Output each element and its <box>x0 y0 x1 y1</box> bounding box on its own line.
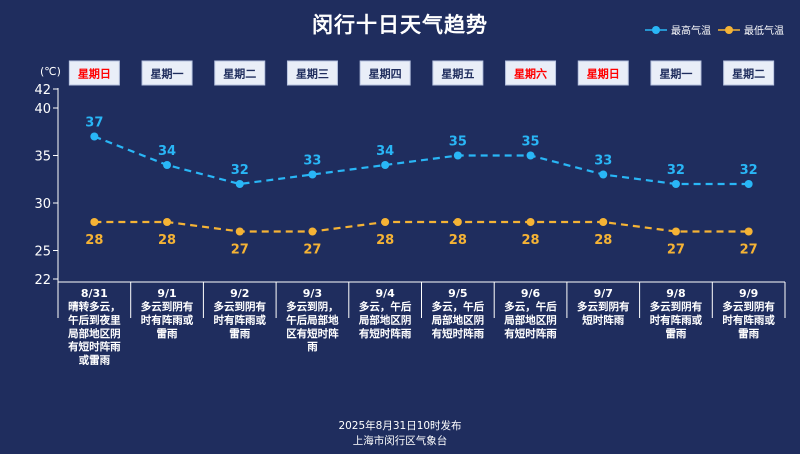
weekday-box <box>359 60 411 86</box>
data-point <box>90 132 99 141</box>
data-point <box>526 218 535 226</box>
data-point <box>744 227 753 236</box>
weather-description: 多云到阴有时有阵雨或雷雨 <box>722 300 775 340</box>
data-label: 28 <box>449 233 467 248</box>
weather-description: 多云到阴有短时阵雨 <box>577 300 630 326</box>
data-point <box>671 227 680 236</box>
weather-description: 多云，午后局部地区阴有短时阵雨 <box>503 300 557 340</box>
data-point <box>235 180 244 188</box>
weekday-label: 星期四 <box>369 67 402 81</box>
data-label: 28 <box>376 233 394 248</box>
data-label: 33 <box>594 154 612 169</box>
data-label: 35 <box>449 135 467 150</box>
weather-description: 晴转多云，午后到夜里局部地区阴有短时阵雨或雷雨 <box>67 300 121 367</box>
y-tick-label: 30 <box>34 197 51 212</box>
data-point <box>599 170 608 179</box>
data-point <box>744 180 753 188</box>
weekday-box <box>650 60 702 86</box>
data-point <box>599 218 608 226</box>
y-tick-label: 35 <box>34 150 51 165</box>
data-label: 32 <box>667 163 685 178</box>
weekday-box <box>68 60 120 86</box>
series-line-low <box>94 220 749 233</box>
weekday-box <box>141 60 193 86</box>
y-tick-label: 25 <box>34 245 51 260</box>
publish-time: 2025年8月31日10时发布 <box>338 420 462 432</box>
data-label: 33 <box>303 154 321 169</box>
weekday-box <box>214 60 266 86</box>
data-point <box>90 218 99 226</box>
weather-description: 多云到阴有时有阵雨或雷雨 <box>650 300 703 340</box>
date-label: 8/31 <box>81 287 108 300</box>
data-label: 27 <box>231 243 249 258</box>
chart-title: 闵行十日天气趋势 <box>312 13 488 37</box>
weekday-label: 星期一 <box>659 67 692 81</box>
data-label: 28 <box>594 233 612 248</box>
legend-marker <box>652 26 660 34</box>
weather-description: 多云到阴有时有阵雨或雷雨 <box>141 300 194 340</box>
data-point <box>163 218 172 226</box>
weather-description: 多云到阴有时有阵雨或雷雨 <box>214 300 267 340</box>
date-label: 9/5 <box>448 287 467 300</box>
data-label: 34 <box>376 144 394 159</box>
date-label: 9/6 <box>521 287 541 300</box>
weekday-box <box>723 60 775 86</box>
data-label: 34 <box>158 144 176 159</box>
weather-description: 多云到阴，午后局部地区有短时阵雨 <box>286 300 339 353</box>
footer: 2025年8月31日10时发布 上海市闵行区气象台 <box>0 419 800 449</box>
data-point <box>235 227 244 236</box>
legend-label: 最低气温 <box>744 24 784 37</box>
data-label: 32 <box>740 163 758 178</box>
weekday-label: 星期日 <box>78 67 111 81</box>
data-label: 37 <box>85 116 103 131</box>
publisher: 上海市闵行区气象台 <box>352 435 448 447</box>
date-label: 9/1 <box>157 287 176 300</box>
data-label: 28 <box>158 233 176 248</box>
data-label: 27 <box>303 243 321 258</box>
weekday-box <box>432 60 484 86</box>
data-label: 35 <box>522 135 540 150</box>
y-tick-label: 22 <box>34 273 51 288</box>
data-label: 27 <box>667 243 685 258</box>
date-label: 9/3 <box>303 287 322 300</box>
data-point <box>526 151 535 160</box>
weekday-label: 星期日 <box>587 67 620 81</box>
data-point <box>453 218 462 226</box>
data-point <box>163 161 172 169</box>
weekday-box <box>577 60 629 86</box>
date-label: 9/4 <box>375 287 395 300</box>
y-tick-label: 42 <box>34 83 51 98</box>
data-point <box>671 180 680 188</box>
data-label: 28 <box>522 233 540 248</box>
data-point <box>308 227 317 236</box>
weekday-box <box>286 60 338 86</box>
data-point <box>308 170 317 179</box>
y-tick-label: 40 <box>34 102 51 117</box>
series-line-high <box>93 135 749 186</box>
date-label: 9/9 <box>739 287 758 300</box>
weekday-label: 星期二 <box>732 67 765 81</box>
date-label: 9/8 <box>666 287 685 300</box>
date-label: 9/2 <box>230 287 249 300</box>
data-point <box>453 151 462 160</box>
data-label: 28 <box>85 233 103 248</box>
weekday-label: 星期六 <box>514 67 547 81</box>
data-point <box>381 161 390 169</box>
legend-label: 最高气温 <box>671 24 711 37</box>
data-label: 27 <box>740 243 758 258</box>
data-point <box>381 218 390 226</box>
weekday-label: 星期五 <box>441 67 474 81</box>
weekday-label: 星期三 <box>296 67 329 81</box>
weekday-label: 星期一 <box>151 67 184 81</box>
weather-description: 多云，午后局部地区阴有短时阵雨 <box>358 300 412 340</box>
date-label: 9/7 <box>594 287 613 300</box>
weekday-box <box>505 60 557 86</box>
legend-marker <box>725 26 733 34</box>
weekday-label: 星期二 <box>223 67 256 81</box>
weather-description: 多云，午后局部地区阴有短时阵雨 <box>431 300 485 340</box>
data-label: 32 <box>231 163 249 178</box>
y-unit-label: (℃) <box>40 65 61 78</box>
